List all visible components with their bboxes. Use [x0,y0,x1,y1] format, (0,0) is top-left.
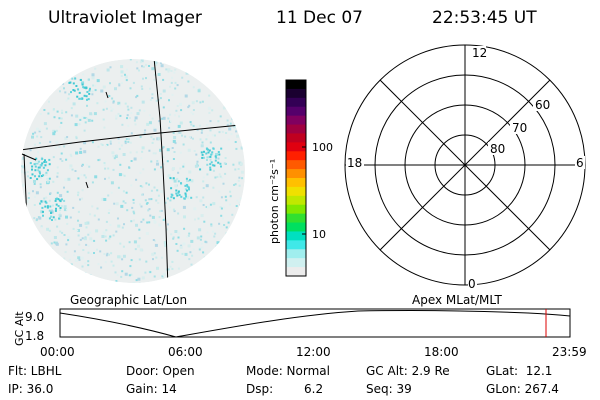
seq-info: Seq: 39 [366,382,412,396]
lat-label-80: 80 [490,142,505,156]
mlt-label-0: 0 [468,277,476,291]
colorbar-block [286,142,306,152]
mlt-meridian-diagonal [379,79,551,251]
dsp-value: 6.2 [304,382,324,396]
lat-label-60: 60 [535,98,550,112]
altitude-curve [59,309,571,338]
geographic-label: Geographic Lat/Lon [70,293,188,307]
instrument-title: Ultraviolet Imager [48,8,202,28]
altitude-timeline: GC Alt 9.0 1.8 00:00 06:00 12:00 18:00 2… [13,308,587,359]
apex-label: Apex MLat/MLT [412,293,502,307]
altitude-plot-frame [59,308,571,338]
mlt-label-12: 12 [472,46,487,60]
colorbar-block [286,88,306,99]
ip-info: IP: 36.0 [8,382,54,396]
mlt-label-6: 6 [576,156,584,170]
colorbar-block [286,213,306,224]
time-tick-0000: 00:00 [40,345,75,359]
colorbar-block [286,133,306,143]
limb-marker [21,153,37,161]
gc-alt-axis-title: GC Alt [13,311,26,346]
geographic-longitude-line [153,59,169,283]
colorbar-gradient [286,80,306,277]
polar-grid: 12 18 6 0 60 70 80 [344,44,586,291]
colorbar-block [286,151,306,161]
filter-info: Flt: LBHL [8,364,62,378]
colorbar-block [286,258,306,268]
glat-info: GLat: 12.1 [486,364,553,378]
colorbar-block [286,97,306,108]
glon-info: GLon: 267.4 [486,382,559,396]
colorbar-block [286,249,306,259]
colorbar-block [286,124,306,135]
colorbar-block [286,80,306,90]
colorbar-block [286,115,306,126]
time-tick-1800: 18:00 [424,345,459,359]
time-tick-2359: 23:59 [552,345,587,359]
time-label: 22:53:45 UT [432,8,537,28]
date-label: 11 Dec 07 [276,8,363,28]
colorbar-block [286,204,306,215]
gain-info: Gain: 14 [126,382,177,396]
colorbar-block [286,231,306,241]
colorbar-tick-10: 10 [312,228,326,241]
time-tick-1200: 12:00 [296,345,331,359]
colorbar-frame [285,79,307,277]
lat-label-70: 70 [512,121,527,135]
colorbar-unit-label: photon cm⁻²s⁻¹ [268,159,281,244]
uv-image [21,59,245,283]
colorbar-block [286,186,306,197]
colorbar-block [286,169,306,179]
feature-mark [105,91,109,99]
mode-info: Mode: Normal [246,364,330,378]
colorbar-block [286,106,306,117]
colorbar-block [286,267,306,277]
colorbar-block [286,195,306,206]
colorbar-block [286,240,306,250]
gc-alt-info: GC Alt: 2.9 Re [366,364,450,378]
door-info: Door: Open [126,364,195,378]
colorbar-tick-100: 100 [312,141,333,154]
colorbar-block [286,160,306,170]
y-axis-min-label: 1.8 [25,329,44,343]
colorbar-block [286,178,306,188]
colorbar-block [286,222,306,233]
time-tick-0600: 06:00 [168,345,203,359]
geographic-latitude-line [21,123,245,151]
feature-mark [85,181,89,189]
mlt-label-18: 18 [347,156,362,170]
dsp-label: Dsp: [246,382,274,396]
colorbar: 100 10 photon cm⁻²s⁻¹ [268,79,333,277]
earth-disk [21,59,245,283]
y-axis-max-label: 9.0 [25,310,44,324]
